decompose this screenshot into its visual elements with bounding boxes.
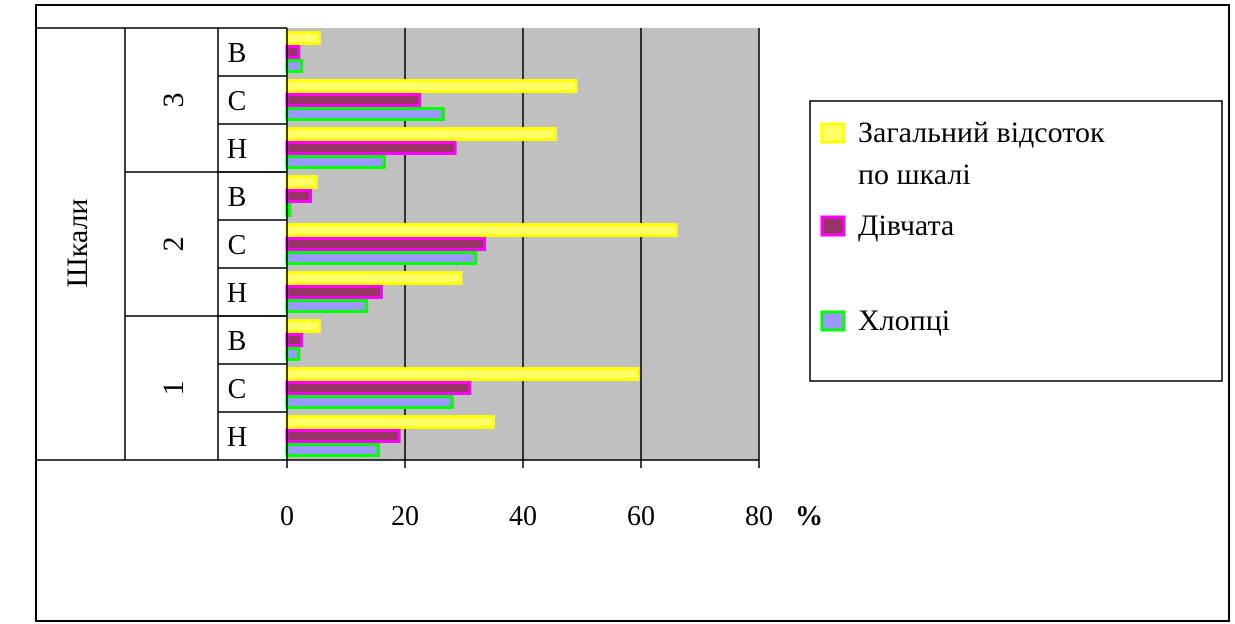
bar-s1-c0 <box>285 45 301 59</box>
bar-s0-c3 <box>285 175 318 189</box>
legend-swatch-1 <box>820 215 846 237</box>
bar-s0-c8 <box>285 415 495 429</box>
bar-s0-c7 <box>285 367 640 381</box>
bar-s2-c5 <box>285 299 369 313</box>
category-label-2: Н <box>227 134 247 165</box>
bar-s1-c3 <box>285 189 313 203</box>
x-tick-label-3: 60 <box>627 501 655 532</box>
bar-s0-c2 <box>285 127 557 141</box>
bar-s2-c1 <box>285 107 445 121</box>
y-axis-title: Шкали <box>61 199 94 288</box>
category-label-6: В <box>228 326 247 357</box>
category-label-3: В <box>228 182 247 213</box>
bar-s1-c4 <box>285 237 487 251</box>
bar-s1-c5 <box>285 285 383 299</box>
bar-s2-c7 <box>285 395 454 409</box>
category-label-1: С <box>228 86 247 117</box>
bar-s0-c6 <box>285 319 321 333</box>
group-label-1: 2 <box>157 237 190 252</box>
bar-s0-c4 <box>285 223 678 237</box>
bar-s1-c2 <box>285 141 457 155</box>
bar-s2-c0 <box>285 59 304 73</box>
legend-swatch-0 <box>820 122 846 144</box>
category-label-8: Н <box>227 422 247 453</box>
x-tick-label-2: 40 <box>509 501 537 532</box>
x-unit-label: % <box>795 501 823 532</box>
legend-label-0-0: Загальний відсоток <box>858 116 1105 149</box>
x-tick-label-1: 20 <box>391 501 419 532</box>
legend: Загальний відсоток по шкалі Дівчата Хлопці <box>809 100 1223 382</box>
category-label-0: В <box>228 38 247 69</box>
x-tick-labels: 0 20 40 60 80 <box>280 501 773 532</box>
bar-s1-c6 <box>285 333 304 347</box>
bar-s2-c6 <box>285 347 301 361</box>
x-tick-label-0: 0 <box>280 501 294 532</box>
legend-label-1-0: Дівчата <box>858 209 954 242</box>
bar-s2-c2 <box>285 155 386 169</box>
bar-s2-c4 <box>285 251 478 265</box>
category-label-5: Н <box>227 278 247 309</box>
bar-s1-c7 <box>285 381 472 395</box>
category-label-4: С <box>228 230 247 261</box>
legend-swatch-2 <box>820 310 846 332</box>
category-label-7: С <box>228 374 247 405</box>
bar-s1-c1 <box>285 93 422 107</box>
legend-label-2-0: Хлопці <box>858 304 950 337</box>
group-label-0: 3 <box>157 93 190 108</box>
axes <box>36 28 760 468</box>
bar-s0-c1 <box>285 79 578 93</box>
legend-label-0-1: по шкалі <box>858 158 971 191</box>
x-tick-label-4: 80 <box>745 501 773 532</box>
bar-s0-c5 <box>285 271 463 285</box>
bar-s1-c8 <box>285 429 401 443</box>
group-label-2: 1 <box>157 381 190 396</box>
bar-s0-c0 <box>285 31 321 45</box>
legend-box <box>809 100 1223 382</box>
bar-s2-c8 <box>285 443 380 457</box>
